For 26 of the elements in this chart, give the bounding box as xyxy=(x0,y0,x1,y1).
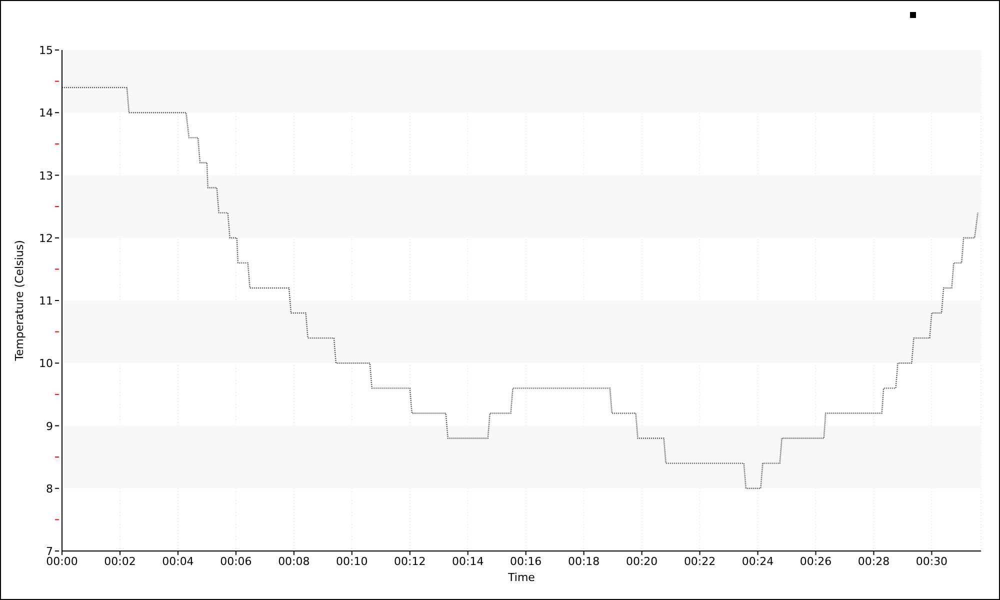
x-tick-label: 00:14 xyxy=(452,554,484,568)
x-tick-label: 00:30 xyxy=(916,554,948,568)
y-tick-label: 14 xyxy=(39,106,53,120)
x-axis-title: Time xyxy=(507,571,536,584)
y-tick-label: 10 xyxy=(39,357,53,370)
x-tick-label: 00:26 xyxy=(800,554,832,568)
y-tick-label: 9 xyxy=(46,420,53,433)
y-tick-label: 8 xyxy=(46,482,53,496)
x-tick-label: 00:06 xyxy=(220,554,252,568)
x-tick-label: 00:20 xyxy=(626,554,658,568)
y-tick-label: 11 xyxy=(39,294,53,308)
y-axis-title: Temperature (Celsius) xyxy=(12,240,26,362)
y-tick-label: 12 xyxy=(39,232,53,245)
x-tick-label: 00:22 xyxy=(684,554,716,568)
x-tick-label: 00:24 xyxy=(742,554,774,568)
x-tick-label: 00:08 xyxy=(278,554,310,568)
x-tick-label: 00:02 xyxy=(104,554,136,568)
x-tick-label: 00:04 xyxy=(162,554,194,568)
y-tick-label: 13 xyxy=(39,169,53,182)
x-tick-label: 00:16 xyxy=(510,554,542,568)
line-series xyxy=(62,86,978,489)
x-tick-label: 00:28 xyxy=(858,554,890,568)
x-tick-label: 00:12 xyxy=(394,554,426,568)
y-tick-label: 15 xyxy=(39,44,53,57)
x-tick-label: 00:10 xyxy=(336,554,368,568)
x-tick-label: 00:18 xyxy=(568,554,600,568)
